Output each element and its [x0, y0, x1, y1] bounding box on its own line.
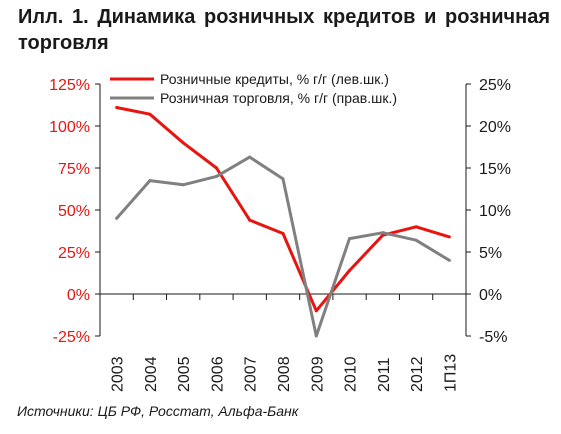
- x-axis-category-label: 2011: [376, 357, 393, 392]
- right-axis-tick-label: 20%: [479, 119, 511, 136]
- data-point: [348, 237, 352, 241]
- legend: Розничные кредиты, % г/г (лев.шк.) Рознич…: [110, 71, 397, 106]
- x-axis-category-label: 1П13: [442, 354, 459, 392]
- right-axis-tick-label: 5%: [479, 245, 502, 262]
- data-point: [115, 216, 119, 220]
- source-note: Источники: ЦБ РФ, Росстат, Альфа-Банк: [17, 403, 299, 419]
- data-point: [447, 258, 451, 262]
- data-point: [348, 268, 352, 272]
- right-axis-tick-label: 15%: [479, 161, 511, 178]
- axes-layer: -25% 0% 25% 50% 75% 100% 125% -5% 0% 5% 10% 15% 20% 2…: [49, 77, 511, 392]
- left-axis-tick-label: -25%: [53, 329, 90, 346]
- x-axis-category-label: 2004: [143, 356, 160, 392]
- x-axis-category-label: 2010: [343, 356, 360, 392]
- series-line-retail-credit: [116, 106, 450, 313]
- legend-label: Розничные кредиты, % г/г (лев.шк.): [160, 71, 389, 87]
- data-point: [148, 112, 152, 116]
- data-point: [314, 309, 318, 313]
- data-point: [281, 232, 285, 236]
- data-point: [148, 179, 152, 183]
- right-axis-tick-label: -5%: [479, 329, 507, 346]
- data-point: [314, 334, 318, 338]
- x-axis-category-label: 2009: [309, 356, 326, 392]
- x-axis-category-label: 2008: [276, 356, 293, 392]
- data-point: [447, 235, 451, 239]
- x-axis-category-label: 2006: [209, 356, 226, 392]
- data-point: [214, 166, 218, 170]
- right-axis-tick-label: 0%: [479, 287, 502, 304]
- left-axis-tick-label: 25%: [58, 245, 90, 262]
- x-axis-category-label: 2012: [409, 356, 426, 392]
- series-line-retail-trade: [115, 155, 451, 338]
- x-axis-category-label: 2003: [110, 356, 127, 392]
- right-axis-tick-label: 25%: [479, 77, 511, 94]
- data-point: [214, 174, 218, 178]
- left-axis-tick-label: 125%: [49, 77, 90, 94]
- series-layer: [115, 106, 451, 338]
- data-point: [115, 106, 119, 110]
- x-axis-category-label: 2007: [243, 356, 260, 392]
- data-point: [381, 231, 385, 235]
- left-axis-tick-label: 50%: [58, 203, 90, 220]
- left-axis-tick-label: 0%: [67, 287, 90, 304]
- left-axis-tick-label: 75%: [58, 161, 90, 178]
- data-point: [181, 141, 185, 145]
- right-axis-tick-label: 10%: [479, 203, 511, 220]
- x-axis-category-label: 2005: [176, 356, 193, 392]
- data-point: [248, 155, 252, 159]
- data-point: [181, 183, 185, 187]
- data-point: [381, 233, 385, 237]
- left-axis-tick-label: 100%: [49, 119, 90, 136]
- data-point: [281, 177, 285, 181]
- data-point: [248, 218, 252, 222]
- data-point: [414, 238, 418, 242]
- data-point: [414, 225, 418, 229]
- figure-title: Илл. 1. Динамика розничных кредитов и ро…: [18, 6, 550, 54]
- legend-label: Розничная торговля, % г/г (прав.шк.): [160, 90, 397, 106]
